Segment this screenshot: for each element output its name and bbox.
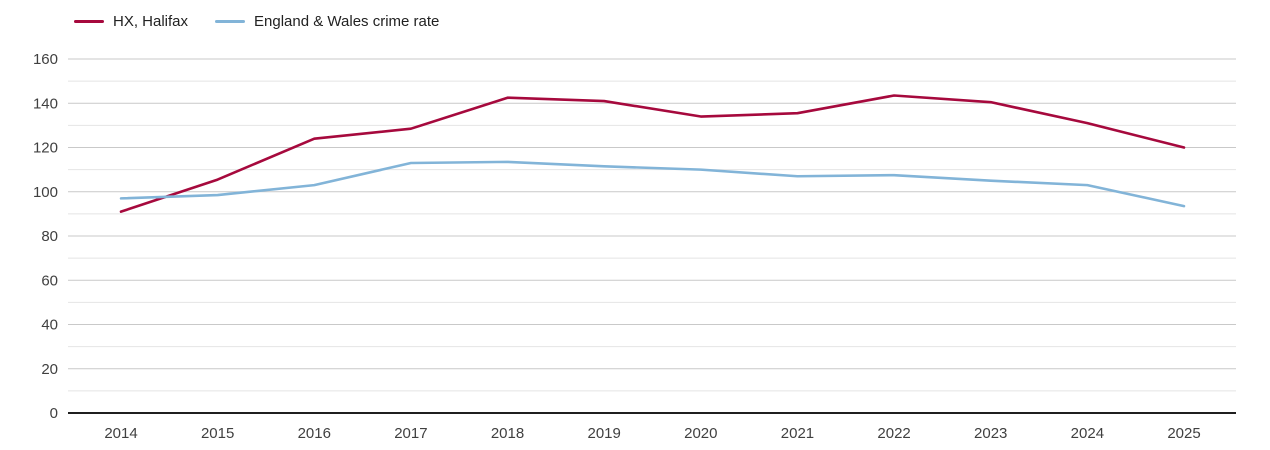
x-axis-tick-label: 2016: [298, 425, 331, 442]
y-axis-tick-label: 100: [33, 184, 58, 201]
x-axis-tick-label: 2019: [587, 425, 620, 442]
y-axis-tick-label: 120: [33, 140, 58, 157]
x-axis-tick-label: 2014: [104, 425, 137, 442]
series-line-england-wales-crime-rate: [119, 160, 1186, 208]
y-axis-tick-label: 160: [33, 51, 58, 68]
chart-legend: HX, Halifax England & Wales crime rate: [74, 13, 439, 30]
x-axis-tick-label: 2023: [974, 425, 1007, 442]
y-axis-tick-label: 40: [41, 317, 58, 334]
x-axis-tick-label: 2015: [201, 425, 234, 442]
y-axis-tick-label: 20: [41, 361, 58, 378]
x-axis-tick-label: 2022: [877, 425, 910, 442]
y-axis-tick-label: 80: [41, 228, 58, 245]
legend-item-hx-halifax[interactable]: HX, Halifax: [74, 13, 188, 30]
x-axis-tick-label: 2018: [491, 425, 524, 442]
legend-label: England & Wales crime rate: [254, 13, 440, 30]
x-axis-tick-label: 2024: [1071, 425, 1104, 442]
series-line-swatch-icon: [215, 20, 246, 23]
x-axis-tick-label: 2020: [684, 425, 717, 442]
y-axis-tick-label: 0: [50, 405, 58, 422]
y-axis-tick-label: 60: [41, 272, 58, 289]
x-axis-tick-label: 2017: [394, 425, 427, 442]
legend-label: HX, Halifax: [113, 13, 189, 30]
series-line-hx-halifax: [119, 94, 1186, 213]
legend-item-england-wales[interactable]: England & Wales crime rate: [215, 13, 439, 30]
series-line-swatch-icon: [74, 20, 104, 23]
y-axis-tick-label: 140: [33, 95, 58, 112]
x-axis-tick-label: 2025: [1167, 425, 1200, 442]
x-axis-tick-label: 2021: [781, 425, 814, 442]
